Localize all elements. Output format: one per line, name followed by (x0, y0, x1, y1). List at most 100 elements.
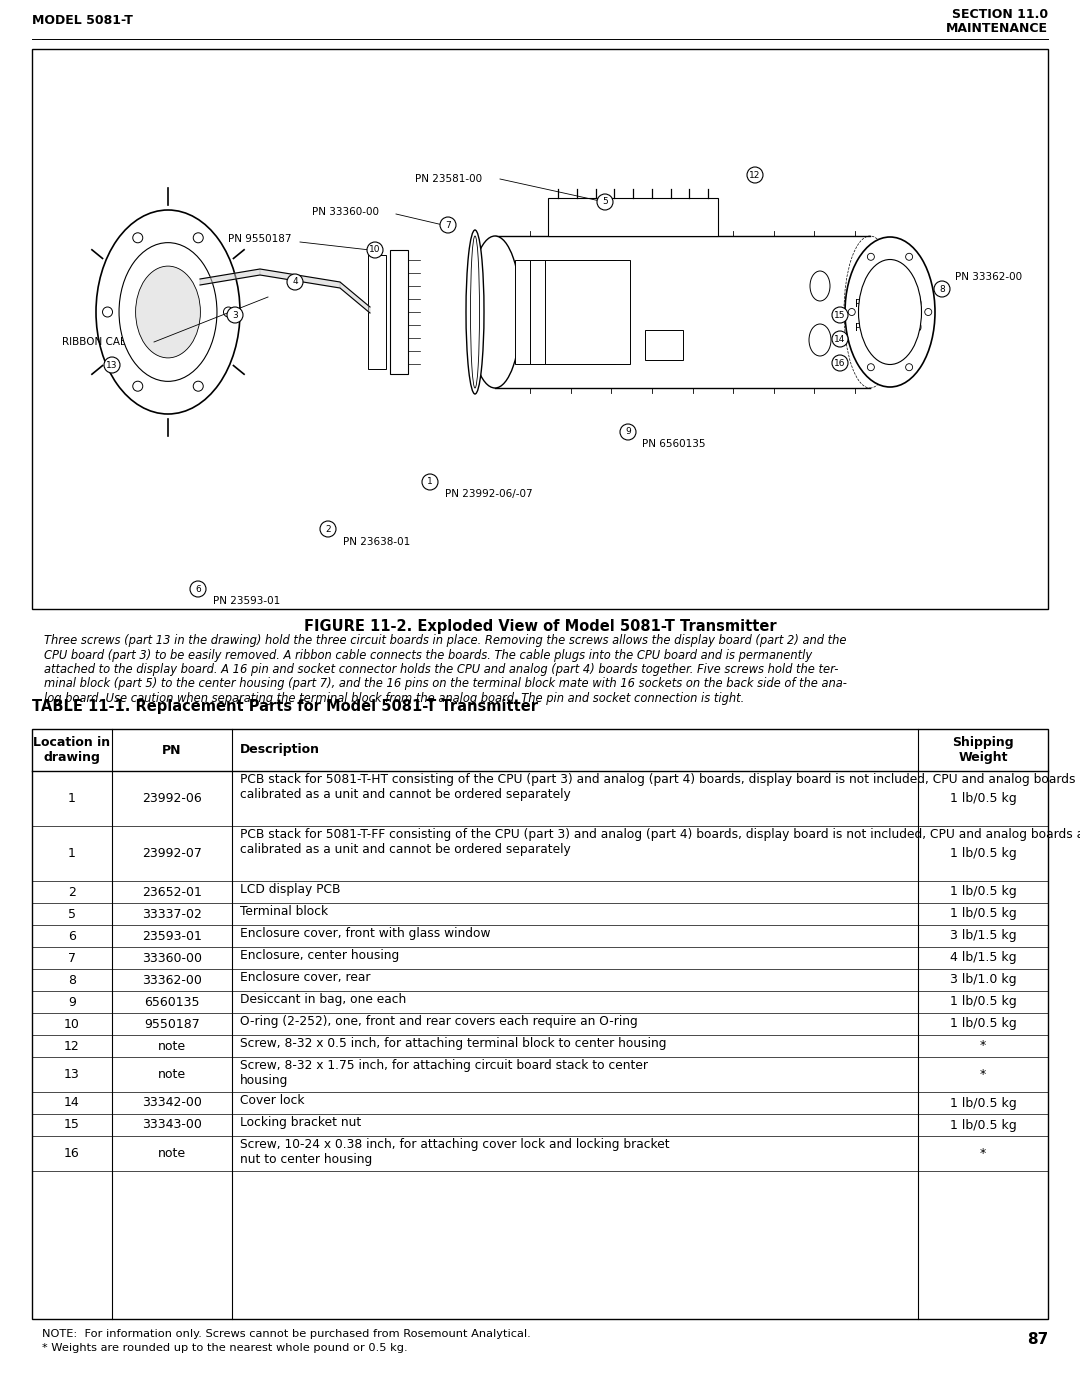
Text: log board. Use caution when separating the terminal block from the analog board.: log board. Use caution when separating t… (44, 692, 744, 705)
Text: Terminal block: Terminal block (240, 905, 328, 918)
Circle shape (906, 253, 913, 260)
Text: 10: 10 (64, 1017, 80, 1031)
Text: PN 33343-00: PN 33343-00 (855, 299, 922, 309)
Circle shape (620, 425, 636, 440)
Text: 7: 7 (445, 221, 450, 229)
Text: 8: 8 (68, 974, 76, 986)
Text: 15: 15 (64, 1119, 80, 1132)
Text: Enclosure cover, rear: Enclosure cover, rear (240, 971, 370, 983)
Text: 1 lb/0.5 kg: 1 lb/0.5 kg (949, 1097, 1016, 1109)
Bar (548, 198, 718, 236)
Text: PN 23992-06/-07: PN 23992-06/-07 (445, 489, 532, 499)
Text: 6: 6 (68, 929, 76, 943)
Text: 3 lb/1.5 kg: 3 lb/1.5 kg (949, 929, 1016, 943)
Text: Description: Description (240, 743, 320, 757)
Text: 4 lb/1.5 kg: 4 lb/1.5 kg (949, 951, 1016, 964)
Text: 33360-00: 33360-00 (141, 951, 202, 964)
Ellipse shape (469, 236, 521, 388)
Text: Screw, 10-24 x 0.38 inch, for attaching cover lock and locking bracket
nut to ce: Screw, 10-24 x 0.38 inch, for attaching … (240, 1139, 670, 1166)
Text: 23992-06: 23992-06 (143, 792, 202, 805)
Circle shape (103, 307, 112, 317)
Text: PCB stack for 5081-T-HT consisting of the CPU (part 3) and analog (part 4) board: PCB stack for 5081-T-HT consisting of th… (240, 773, 1080, 800)
Text: 23992-07: 23992-07 (143, 847, 202, 861)
Text: PN 33362-00: PN 33362-00 (955, 272, 1022, 282)
Text: 6560135: 6560135 (145, 996, 200, 1009)
Circle shape (832, 331, 848, 346)
Circle shape (440, 217, 456, 233)
Ellipse shape (845, 237, 935, 387)
Circle shape (320, 521, 336, 536)
Text: TABLE 11-1. Replacement Parts for Model 5081-T Transmitter: TABLE 11-1. Replacement Parts for Model … (32, 698, 538, 714)
Text: 13: 13 (106, 360, 118, 369)
Text: Enclosure cover, front with glass window: Enclosure cover, front with glass window (240, 928, 490, 940)
Text: 2: 2 (68, 886, 76, 898)
Text: minal block (part 5) to the center housing (part 7), and the 16 pins on the term: minal block (part 5) to the center housi… (44, 678, 847, 690)
Text: *: * (980, 1039, 986, 1052)
Text: 9: 9 (625, 427, 631, 436)
Bar (32, 49, 1048, 609)
Text: 5: 5 (603, 197, 608, 207)
Circle shape (924, 309, 932, 316)
Circle shape (367, 242, 383, 258)
Bar (545, 260, 630, 365)
Text: PN 23638-01: PN 23638-01 (343, 536, 410, 548)
Text: PN 23581-00: PN 23581-00 (415, 175, 482, 184)
Text: 9: 9 (68, 996, 76, 1009)
Text: 1 lb/0.5 kg: 1 lb/0.5 kg (949, 1017, 1016, 1031)
Ellipse shape (859, 260, 921, 365)
Text: 2: 2 (325, 524, 330, 534)
Text: 14: 14 (64, 1097, 80, 1109)
Text: RIBBON CABLE: RIBBON CABLE (62, 337, 139, 346)
Text: 1 lb/0.5 kg: 1 lb/0.5 kg (949, 847, 1016, 861)
Circle shape (867, 363, 875, 370)
Polygon shape (260, 270, 340, 288)
Text: note: note (158, 1039, 186, 1052)
Circle shape (193, 381, 203, 391)
Text: 8: 8 (940, 285, 945, 293)
Text: Location in
drawing: Location in drawing (33, 736, 110, 764)
Text: Desiccant in bag, one each: Desiccant in bag, one each (240, 993, 406, 1006)
Circle shape (848, 309, 855, 316)
Text: PN: PN (162, 743, 181, 757)
Text: 9550187: 9550187 (144, 1017, 200, 1031)
Bar (368, 256, 386, 369)
Text: 1 lb/0.5 kg: 1 lb/0.5 kg (949, 1119, 1016, 1132)
Circle shape (224, 307, 233, 317)
Text: Screw, 8-32 x 0.5 inch, for attaching terminal block to center housing: Screw, 8-32 x 0.5 inch, for attaching te… (240, 1037, 666, 1051)
Text: PCB stack for 5081-T-FF consisting of the CPU (part 3) and analog (part 4) board: PCB stack for 5081-T-FF consisting of th… (240, 828, 1080, 856)
Circle shape (747, 168, 762, 183)
Bar (645, 330, 683, 360)
Text: 15: 15 (834, 310, 846, 320)
Text: 33362-00: 33362-00 (143, 974, 202, 986)
Text: CPU board (part 3) to be easily removed. A ribbon cable connects the boards. The: CPU board (part 3) to be easily removed.… (44, 648, 812, 662)
Ellipse shape (810, 271, 831, 300)
Text: 1: 1 (68, 792, 76, 805)
Text: FIGURE 11-2. Exploded View of Model 5081-T Transmitter: FIGURE 11-2. Exploded View of Model 5081… (303, 619, 777, 634)
Circle shape (190, 581, 206, 597)
Polygon shape (200, 270, 260, 285)
Text: 33343-00: 33343-00 (143, 1119, 202, 1132)
Text: MODEL 5081-T: MODEL 5081-T (32, 14, 133, 28)
Text: 87: 87 (1027, 1331, 1048, 1347)
Text: note: note (158, 1147, 186, 1160)
Bar (515, 260, 600, 365)
Text: PN 33342-00: PN 33342-00 (855, 323, 922, 332)
Text: 6: 6 (195, 584, 201, 594)
Text: 23593-01: 23593-01 (143, 929, 202, 943)
Text: 33342-00: 33342-00 (143, 1097, 202, 1109)
Text: 1 lb/0.5 kg: 1 lb/0.5 kg (949, 792, 1016, 805)
Text: 16: 16 (64, 1147, 80, 1160)
Text: Enclosure, center housing: Enclosure, center housing (240, 949, 400, 963)
Text: 23652-01: 23652-01 (143, 886, 202, 898)
Text: 1: 1 (68, 847, 76, 861)
Circle shape (133, 233, 143, 243)
Text: 13: 13 (64, 1067, 80, 1081)
Text: 7: 7 (68, 951, 76, 964)
Text: 3 lb/1.0 kg: 3 lb/1.0 kg (949, 974, 1016, 986)
Text: attached to the display board. A 16 pin and socket connector holds the CPU and a: attached to the display board. A 16 pin … (44, 664, 838, 676)
Text: NOTE:  For information only. Screws cannot be purchased from Rosemount Analytica: NOTE: For information only. Screws canno… (42, 1329, 530, 1338)
Text: 5: 5 (68, 908, 76, 921)
Circle shape (422, 474, 438, 490)
Text: 16: 16 (834, 359, 846, 367)
Circle shape (227, 307, 243, 323)
